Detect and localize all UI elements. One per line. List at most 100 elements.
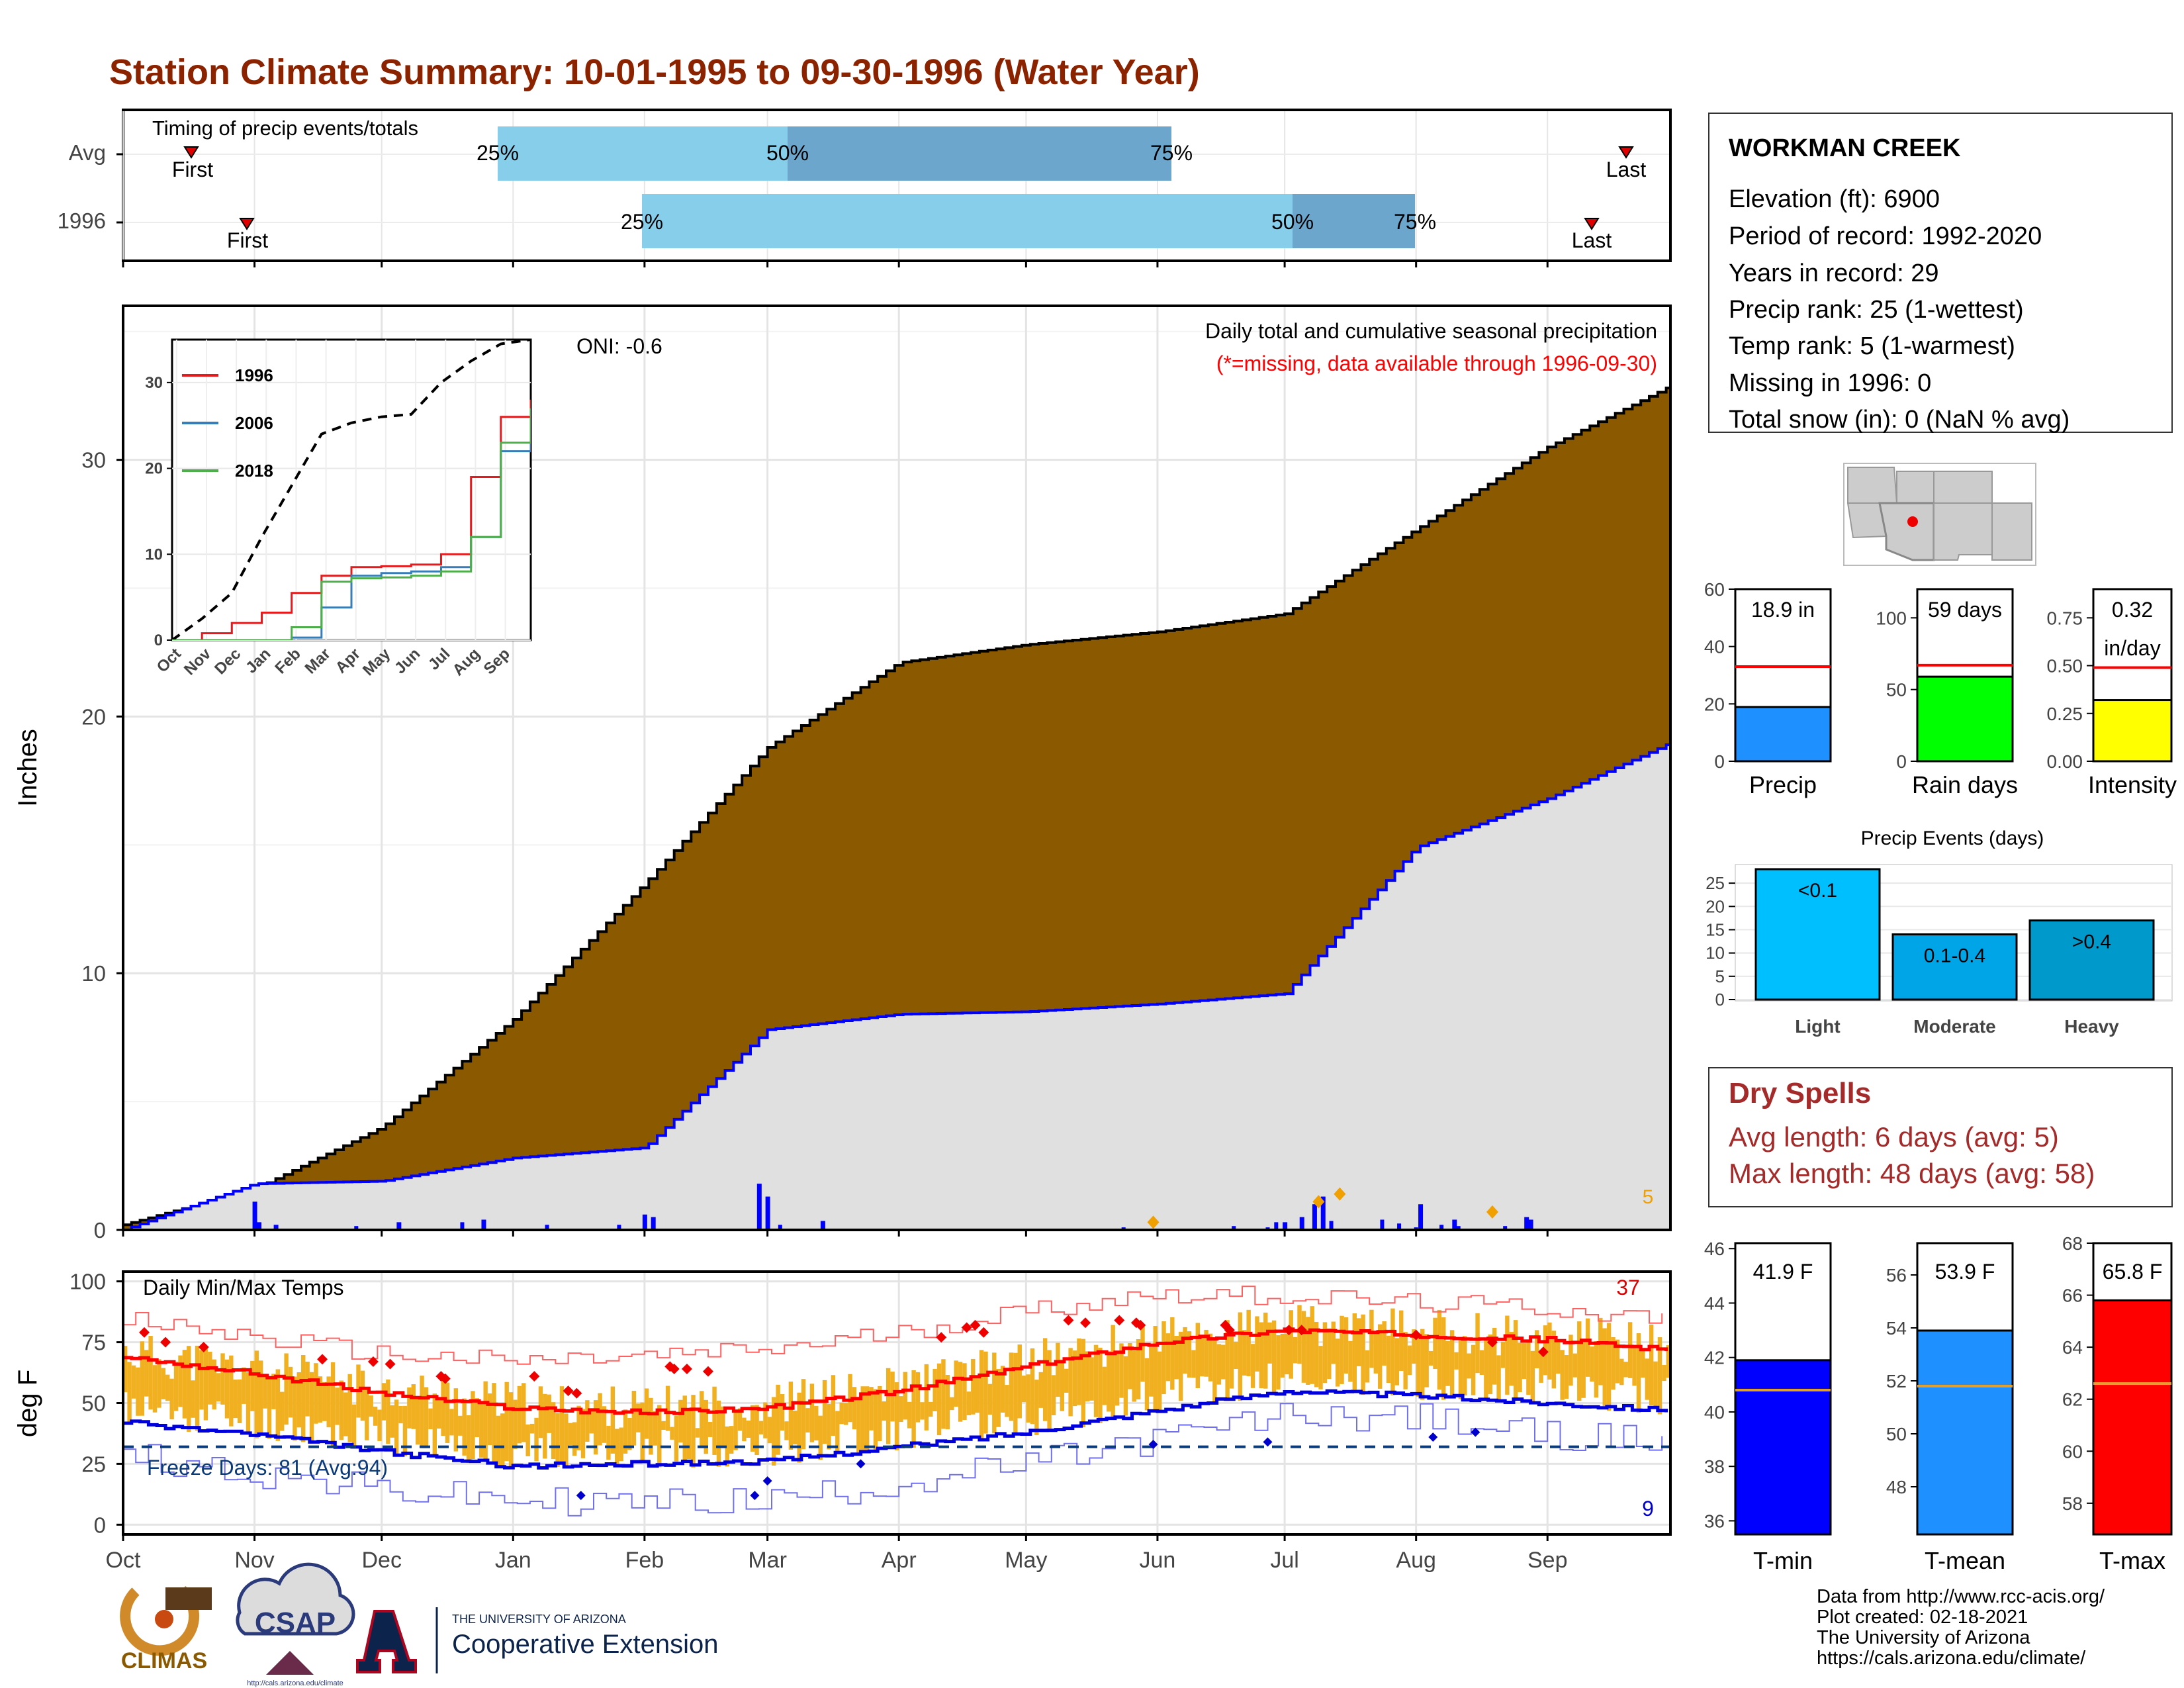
temp-bar xyxy=(1547,1322,1552,1380)
temp-bar xyxy=(1161,1321,1166,1395)
temp-bar xyxy=(788,1382,794,1450)
temp-x-label-0: Oct xyxy=(106,1548,141,1573)
missing-note: (*=missing, data available through 1996-… xyxy=(1216,352,1657,375)
temp-bar xyxy=(1641,1348,1645,1378)
temp-bar xyxy=(322,1382,327,1421)
temp-bar xyxy=(911,1370,916,1448)
temp-bar xyxy=(1416,1336,1421,1397)
temp-bar xyxy=(1250,1344,1255,1388)
temp-bar xyxy=(1335,1338,1340,1387)
temp-bar xyxy=(610,1386,615,1454)
record-high-mark-30 xyxy=(1537,1346,1549,1358)
temp-x-ticks: Oct Nov Dec Jan Feb Mar Apr May Jun Jul Aug Sep xyxy=(106,1534,1567,1573)
temp-bar xyxy=(1026,1374,1030,1423)
temp-bar xyxy=(903,1372,908,1420)
events-tick-label-1: 5 xyxy=(1715,966,1725,986)
temp-bar xyxy=(649,1397,653,1455)
temp-x-label-7: May xyxy=(1005,1548,1047,1573)
temp-bar xyxy=(827,1404,831,1450)
events-value-2: >0.4 xyxy=(2072,931,2111,953)
page-title: Station Climate Summary: 10-01-1995 to 0… xyxy=(109,52,1200,92)
temp-bar xyxy=(301,1355,306,1442)
temp-bar xyxy=(254,1350,259,1438)
temp-bar xyxy=(1407,1345,1412,1376)
temp-bar xyxy=(636,1403,641,1432)
daily-bar-small-16 xyxy=(1503,1226,1508,1230)
temp-bar xyxy=(1399,1310,1404,1372)
temp-bar xyxy=(1581,1340,1586,1398)
temp-bar xyxy=(547,1394,551,1433)
temp-bar xyxy=(1369,1309,1374,1368)
mini-tick-label-2-1: 0.25 xyxy=(2047,704,2083,724)
temp-bar xyxy=(1378,1324,1383,1389)
temp-bar xyxy=(551,1402,556,1460)
temp-bar xyxy=(1289,1310,1293,1379)
station-name: WORKMAN CREEK xyxy=(1729,134,1961,162)
avg-first-label: First xyxy=(172,158,213,181)
temp-bar xyxy=(136,1367,140,1416)
temp-summary-tick-label-1-4: 56 xyxy=(1886,1265,1907,1286)
temp-bar xyxy=(924,1364,929,1430)
temp-summary-value-1: 53.9 F xyxy=(1935,1260,1995,1284)
daily-bar-8 xyxy=(765,1196,770,1230)
temp-bar xyxy=(415,1397,420,1445)
daily-bar-16 xyxy=(1524,1217,1529,1230)
temp-bar xyxy=(148,1336,153,1410)
map-texas xyxy=(1991,502,2032,561)
temp-x-label-3: Jan xyxy=(495,1548,531,1573)
temp-bar xyxy=(123,1346,128,1393)
mini-bar-1 xyxy=(1916,675,2014,763)
ua-logo: THE UNIVERSITY OF ARIZONA Cooperative Ex… xyxy=(356,1607,718,1673)
temp-bar xyxy=(1255,1316,1259,1372)
record-high-mark-26 xyxy=(1283,1325,1295,1336)
temp-record-marks xyxy=(139,1315,1549,1501)
temp-bar xyxy=(1365,1350,1370,1383)
temp-bar xyxy=(1093,1344,1099,1417)
record-high-mark-12 xyxy=(668,1364,680,1375)
dry-spells-title: Dry Spells xyxy=(1729,1077,1871,1109)
temp-summary-tick-label-2-0: 58 xyxy=(2062,1493,2083,1514)
temp-bar xyxy=(1153,1326,1158,1410)
temp-bar xyxy=(1500,1341,1506,1368)
precip-y-tick-label-0: 0 xyxy=(94,1218,106,1243)
inset-legend-label-0: 1996 xyxy=(235,365,273,385)
temp-summary-label-2: T-max xyxy=(2099,1547,2165,1574)
temp-summary-bar-2 xyxy=(2092,1299,2173,1536)
temp-bar xyxy=(1513,1320,1518,1399)
temp-bar xyxy=(263,1377,267,1409)
daily-bar-4 xyxy=(481,1219,486,1230)
temp-bar xyxy=(864,1386,870,1452)
station-line-0: Elevation (ft): 6900 xyxy=(1729,185,1940,213)
footer-line-3: https://cals.arizona.edu/climate/ xyxy=(1817,1648,2086,1669)
temp-bar xyxy=(220,1353,225,1405)
temp-bar xyxy=(296,1372,302,1428)
temp-bar xyxy=(424,1387,429,1448)
climas-text: CLIMAS xyxy=(121,1648,207,1673)
record-low-mark-2 xyxy=(762,1476,772,1486)
temp-bar xyxy=(1234,1341,1238,1369)
daily-precip-bars xyxy=(252,1184,1533,1230)
mini-label-0: Precip xyxy=(1749,771,1817,798)
temp-bar xyxy=(682,1395,687,1460)
map-colorado xyxy=(1933,471,1993,504)
temp-bar xyxy=(1458,1340,1463,1399)
record-high-mark-9 xyxy=(563,1385,574,1397)
temp-bar xyxy=(1526,1342,1531,1395)
temp-bar xyxy=(793,1410,797,1444)
temp-bar xyxy=(479,1403,484,1458)
daily-bar-small-0 xyxy=(1274,1222,1279,1230)
temp-bar xyxy=(856,1397,861,1454)
temp-bar xyxy=(1530,1350,1535,1403)
locator-map xyxy=(1843,463,2036,566)
temp-bar xyxy=(437,1400,441,1429)
temp-bar xyxy=(1089,1357,1094,1401)
avg-last-label: Last xyxy=(1606,158,1647,181)
temp-bar xyxy=(275,1369,280,1441)
temp-bar xyxy=(1322,1322,1328,1383)
precip-subtitle: Daily total and cumulative seasonal prec… xyxy=(1205,319,1657,343)
temp-bar xyxy=(623,1409,628,1454)
temp-bar xyxy=(1594,1340,1599,1398)
precip-y-tick-label-3: 30 xyxy=(81,448,106,473)
temp-summary-tick-label-0-1: 38 xyxy=(1704,1456,1725,1477)
temp-bar xyxy=(152,1365,158,1413)
